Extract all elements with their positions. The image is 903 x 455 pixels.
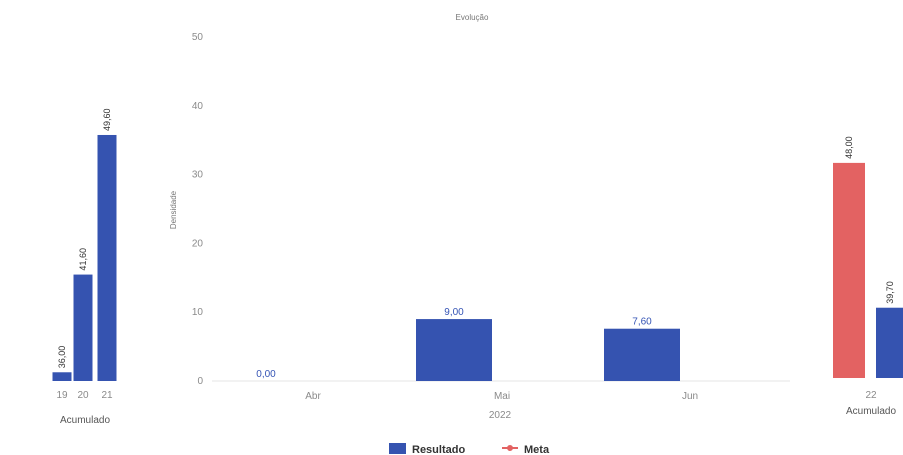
y-tick-40: 40 — [192, 101, 204, 112]
legend-label-meta: Meta — [524, 444, 550, 455]
right-value-label-meta: 48,00 — [844, 136, 854, 159]
chart-title: Evolução — [456, 13, 489, 22]
y-tick-10: 10 — [192, 307, 204, 318]
left-value-label-19: 36,00 — [57, 346, 67, 369]
x-axis-label: 2022 — [489, 410, 512, 421]
right-xlabel: Acumulado — [846, 406, 896, 417]
legend-swatch-resultado — [389, 443, 406, 454]
value-label-abr: 0,00 — [256, 369, 276, 380]
left-xlabel: Acumulado — [60, 415, 110, 426]
legend-label-resultado: Resultado — [412, 444, 465, 455]
x-tick-jun: Jun — [682, 391, 698, 402]
right-panel: 48,00 39,70 22 Acumulado — [833, 136, 903, 417]
y-tick-30: 30 — [192, 170, 204, 181]
left-value-label-21: 49,60 — [102, 108, 112, 131]
left-bar-19 — [52, 372, 72, 381]
right-tick-22: 22 — [865, 390, 877, 401]
y-tick-20: 20 — [192, 238, 204, 249]
y-axis-label: Densidade — [169, 190, 178, 229]
value-label-jun: 7,60 — [632, 317, 652, 328]
value-label-mai: 9,00 — [444, 307, 464, 318]
left-tick-19: 19 — [56, 390, 68, 401]
left-panel: 36,00 41,60 49,60 19 20 21 Acumulado — [52, 108, 117, 426]
x-tick-abr: Abr — [305, 391, 321, 402]
main-panel: 0 10 20 30 40 50 Densidade 0,00 9,00 7,6… — [169, 32, 790, 421]
legend: Resultado Meta — [389, 443, 550, 455]
y-tick-0: 0 — [197, 376, 203, 387]
right-bar-meta — [833, 162, 865, 378]
bar-mai — [416, 319, 492, 381]
left-bar-20 — [73, 274, 93, 381]
left-tick-21: 21 — [101, 390, 113, 401]
left-value-label-20: 41,60 — [78, 248, 88, 271]
legend-marker-meta — [507, 445, 513, 451]
right-bar-resultado — [876, 307, 903, 378]
right-value-label-resultado: 39,70 — [885, 281, 895, 304]
y-tick-50: 50 — [192, 32, 204, 43]
bar-jun — [604, 328, 680, 381]
left-bar-21 — [97, 134, 117, 381]
left-tick-20: 20 — [77, 390, 89, 401]
x-tick-mai: Mai — [494, 391, 510, 402]
